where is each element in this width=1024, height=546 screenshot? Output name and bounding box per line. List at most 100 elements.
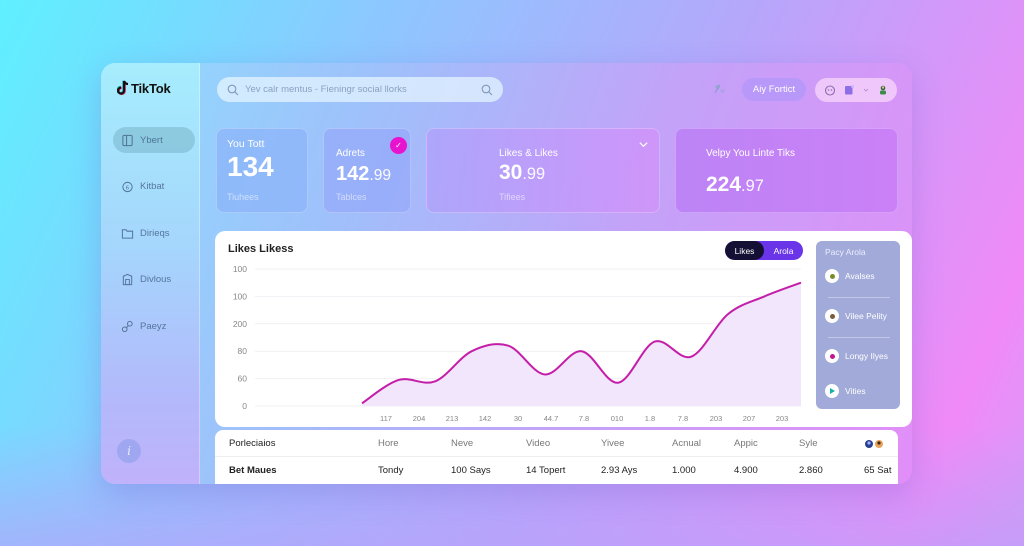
- table-cell: 4.900: [734, 465, 758, 476]
- chart-line[interactable]: [361, 281, 802, 405]
- sidebar-item-divlous[interactable]: Divlous: [113, 267, 195, 293]
- x-axis-tick: 207: [743, 414, 756, 423]
- card-value: 142.99: [336, 163, 392, 185]
- series-toggle[interactable]: Likes Arola: [725, 241, 803, 260]
- sidebar-item-label: Paeyz: [140, 320, 167, 332]
- sidebar-item-label: Kitbat: [140, 181, 165, 192]
- legend-item-avalses[interactable]: Avalses: [825, 269, 875, 283]
- legend-dot-icon: [825, 269, 839, 283]
- column-header[interactable]: Hore: [378, 438, 399, 449]
- card-title: You Tott: [227, 138, 265, 150]
- sidebar-item-label: Ybert: [140, 134, 163, 146]
- x-axis-tick: 010: [611, 414, 624, 423]
- chart-legend: Pacy Arola Avalses Vilee Pelity Longy Il…: [816, 241, 900, 409]
- search-submit-icon[interactable]: [481, 84, 493, 96]
- card-value: 224.97: [706, 173, 764, 196]
- toggle-likes[interactable]: Likes: [725, 241, 764, 260]
- card-value: 134: [227, 151, 274, 182]
- coin-icon: 6: [122, 181, 133, 193]
- table-header-row: Porleciaios Hore Neve Video Yivee Acnual Appic…: [215, 430, 898, 457]
- legend-item-vilee-pelity[interactable]: Vilee Pelity: [825, 309, 887, 323]
- chevron-down-icon[interactable]: [638, 139, 649, 150]
- app-logo[interactable]: TikTok: [117, 80, 171, 96]
- sidebar-item-dirieqs[interactable]: Dirieqs: [113, 220, 195, 246]
- x-axis-tick: 1.8: [645, 414, 655, 423]
- sidebar-item-label: Divlous: [140, 274, 172, 285]
- folder-icon: [121, 228, 134, 239]
- document-icon[interactable]: [843, 84, 855, 96]
- legend-dot-icon: [825, 309, 839, 323]
- chevron-down-icon[interactable]: [862, 86, 870, 94]
- app-window: TikTok Ybert 6 Kitbat Dirieqs Divlous Pa…: [101, 63, 912, 484]
- card-title: Velpy You Linte Tiks: [706, 148, 795, 159]
- legend-label: Longy Ilyes: [845, 351, 888, 361]
- column-header[interactable]: Video: [526, 438, 551, 449]
- sidebar-nav: Ybert 6 Kitbat Dirieqs Divlous Paeyz: [113, 127, 195, 360]
- phone-icon: [122, 134, 133, 146]
- primary-action-button[interactable]: Aiy Fortict: [742, 78, 806, 101]
- info-button[interactable]: i: [117, 439, 141, 463]
- stat-card-likes[interactable]: Likes & Likes 30.99 Tifiees: [426, 128, 660, 213]
- sidebar: TikTok Ybert 6 Kitbat Dirieqs Divlous Pa…: [101, 63, 200, 484]
- search-input[interactable]: Yev calr mentus - Fieningr social llorks: [245, 84, 407, 95]
- divider: [828, 297, 890, 298]
- column-header[interactable]: Appic: [734, 438, 758, 449]
- table-cell: Tondy: [378, 465, 404, 476]
- key-icon: [121, 320, 133, 332]
- stat-card-velpy[interactable]: Velpy You Linte Tiks 224.97: [675, 128, 898, 213]
- y-axis-tick: 60: [238, 374, 248, 384]
- data-table: Porleciaios Hore Neve Video Yivee Acnual Appic…: [215, 430, 898, 484]
- x-axis-tick: 7.8: [678, 414, 688, 423]
- translate-icon[interactable]: [713, 82, 727, 96]
- app-name: TikTok: [131, 80, 171, 96]
- sidebar-item-kitbat[interactable]: 6 Kitbat: [113, 174, 195, 200]
- stat-card-you-tott[interactable]: You Tott 134 Tiuhees: [216, 128, 308, 213]
- table-cell: 65 Sat: [864, 465, 892, 476]
- card-title: Likes & Likes: [499, 148, 558, 159]
- legend-dot-icon: [825, 384, 839, 398]
- card-subtitle: Tablces: [336, 192, 367, 202]
- legend-item-longy-ilyes[interactable]: Longy Ilyes: [825, 349, 888, 363]
- y-axis-tick: 0: [242, 401, 247, 411]
- column-header[interactable]: Syle: [799, 438, 818, 449]
- card-subtitle: Tiuhees: [227, 192, 259, 202]
- column-header[interactable]: Yivee: [601, 438, 625, 449]
- sidebar-item-ybert[interactable]: Ybert: [113, 127, 195, 153]
- table-cell: 2.860: [799, 465, 823, 476]
- avatar-icon[interactable]: [877, 84, 889, 96]
- likes-chart-panel: Likes Likess 0 60 80 200 100 100 117 204 213 142 3…: [215, 231, 912, 427]
- search-bar[interactable]: Yev calr mentus - Fieningr social llorks: [217, 77, 503, 102]
- primary-action-label: Aiy Fortict: [752, 84, 796, 95]
- x-axis-tick: 213: [446, 414, 459, 423]
- legend-dot-icon: [825, 349, 839, 363]
- user-controls: [815, 78, 897, 102]
- tiktok-logo-icon: [117, 80, 129, 96]
- legend-label: Avalses: [845, 271, 875, 281]
- column-header[interactable]: Neve: [451, 438, 474, 449]
- sidebar-item-paeyz[interactable]: Paeyz: [113, 313, 195, 339]
- y-axis-tick: 80: [238, 346, 248, 356]
- table-cell: 14 Topert: [526, 465, 566, 476]
- table-cell: Bet Maues: [229, 465, 277, 476]
- table-cell: 2.93 Ays: [601, 465, 638, 476]
- y-axis-tick: 100: [233, 264, 247, 274]
- table-cell: 1.000: [672, 465, 696, 476]
- column-header[interactable]: Acnual: [672, 438, 702, 449]
- card-title: Adrets: [336, 148, 365, 159]
- table-cell: 100 Says: [451, 465, 491, 476]
- legend-label: Vities: [845, 386, 866, 396]
- column-header[interactable]: [864, 430, 886, 457]
- x-axis-tick: 142: [479, 414, 492, 423]
- card-subtitle: Tifiees: [499, 192, 526, 202]
- profile-icon[interactable]: [824, 84, 836, 96]
- table-row[interactable]: Bet Maues Tondy 100 Says 14 Topert 2.93 Ays 1…: [215, 457, 898, 484]
- x-axis-tick: 30: [514, 414, 522, 423]
- column-header[interactable]: Porleciaios: [229, 438, 276, 449]
- legend-title: Pacy Arola: [825, 247, 866, 257]
- toggle-arola[interactable]: Arola: [773, 245, 794, 256]
- stat-card-adrets[interactable]: Adrets 142.99 Tablces ✓: [323, 128, 411, 213]
- likes-line-chart: 0 60 80 200 100 100 117 204 213 142 30 44.7 7.8 010 1.…: [233, 264, 802, 423]
- legend-item-vities[interactable]: Vities: [825, 384, 866, 398]
- y-axis-tick: 100: [233, 291, 247, 301]
- avatar-group-icon: [865, 439, 883, 448]
